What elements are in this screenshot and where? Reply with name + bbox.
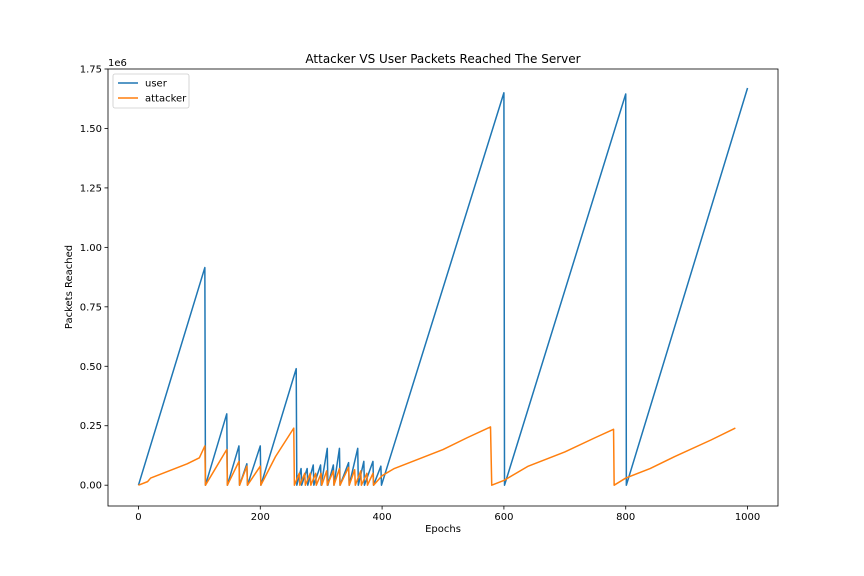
series-layer xyxy=(137,87,749,486)
axes-layer: 0 200 400 600 800 1000 0.00 0.25 0.50 0.75 1.00 1.2… xyxy=(80,65,779,523)
x-tick-label: 400 xyxy=(373,512,392,523)
y-tick-label: 0.50 xyxy=(80,362,102,373)
y-tick-label: 1.75 xyxy=(80,65,102,76)
y-tick-label: 0.25 xyxy=(80,421,102,432)
x-tick-label: 0 xyxy=(135,512,141,523)
x-tick-label: 200 xyxy=(251,512,270,523)
y-offset-label: 1e6 xyxy=(108,58,127,69)
legend: user attacker xyxy=(112,73,190,109)
x-tick-label: 1000 xyxy=(735,512,760,523)
legend-label-attacker: attacker xyxy=(145,94,187,105)
x-tick-label: 600 xyxy=(494,512,513,523)
y-tick-label: 0.00 xyxy=(80,481,102,492)
series-line-attacker xyxy=(138,426,736,486)
y-axis-title: Packets Reached xyxy=(64,245,75,329)
chart-title: Attacker VS User Packets Reached The Ser… xyxy=(305,52,580,66)
y-tick-label: 1.25 xyxy=(80,183,102,194)
x-tick-label: 800 xyxy=(616,512,635,523)
x-axis-title: Epochs xyxy=(425,524,461,535)
y-tick-label: 0.75 xyxy=(80,302,102,313)
y-tick-label: 1.50 xyxy=(80,124,102,135)
legend-label-user: user xyxy=(145,79,168,90)
y-tick-label: 1.00 xyxy=(80,243,102,254)
axes-frame xyxy=(107,68,779,507)
